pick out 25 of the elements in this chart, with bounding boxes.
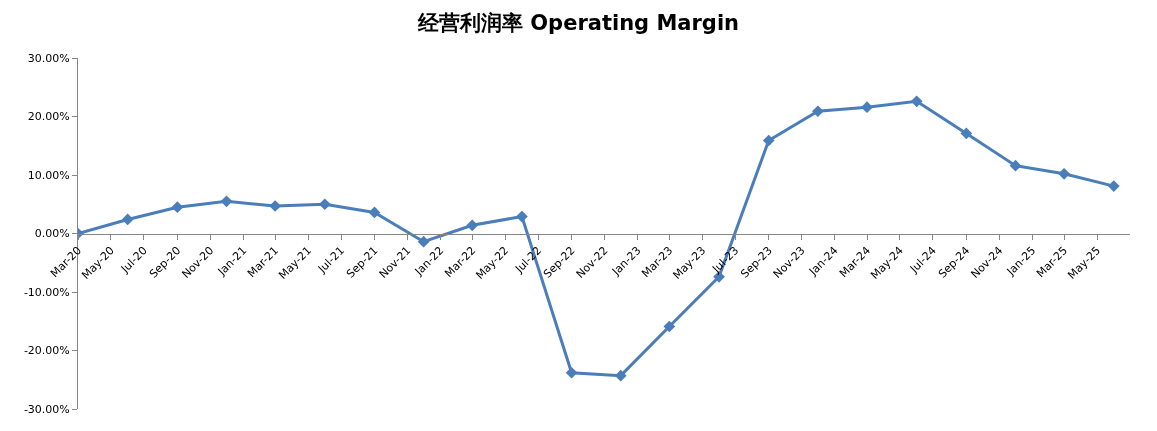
point [812, 105, 824, 118]
point [220, 195, 233, 208]
point [663, 320, 676, 333]
point [960, 127, 973, 140]
point [1009, 159, 1022, 172]
point [910, 95, 923, 108]
y-tick-label: -10.00% [23, 285, 70, 299]
point [1107, 180, 1120, 192]
point [565, 366, 578, 379]
point [417, 235, 430, 248]
y-tick-label: 10.00% [27, 168, 70, 182]
y-tick-label: -30.00% [23, 402, 70, 416]
point [762, 134, 775, 147]
point [614, 369, 627, 382]
point [516, 210, 528, 223]
y-tick-label: 30.00% [27, 51, 70, 65]
y-tick-label: 20.00% [27, 110, 70, 124]
point [368, 206, 381, 219]
point [171, 201, 184, 214]
y-tick-label: -20.00% [23, 344, 70, 358]
point [121, 213, 134, 226]
chart-title: 经营利润率 Operating Margin [416, 10, 740, 35]
point [466, 219, 479, 232]
point [1058, 167, 1070, 180]
y-tick-label: 0.00% [34, 227, 70, 241]
